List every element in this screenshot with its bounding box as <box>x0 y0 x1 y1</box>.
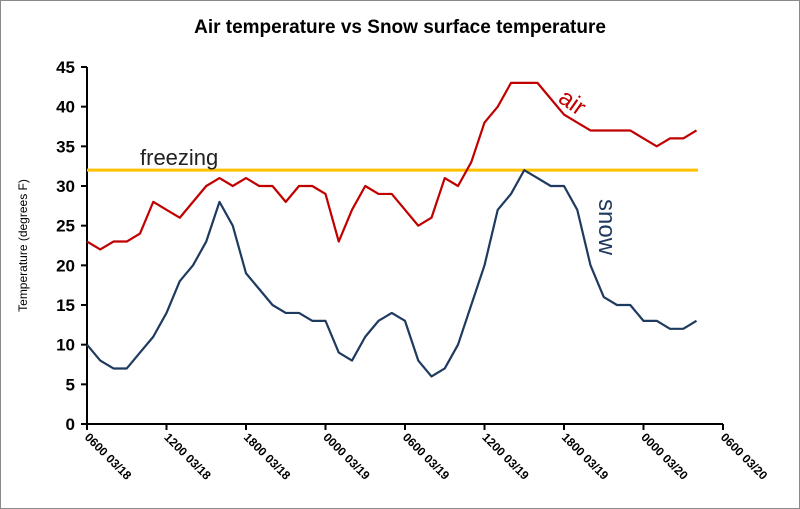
x-tick-label: 0600 03/18 <box>82 430 135 483</box>
x-tick-label: 0600 03/19 <box>400 430 453 483</box>
y-tick-label: 25 <box>56 217 75 236</box>
y-tick-label: 35 <box>56 137 75 156</box>
air-series-label: air <box>554 84 591 121</box>
x-tick-label: 1800 03/18 <box>241 430 294 483</box>
y-axis-label: Temperature (degrees F) <box>16 179 30 312</box>
y-tick-label: 45 <box>56 58 75 77</box>
y-tick-label: 0 <box>66 415 75 434</box>
x-tick-label: 1200 03/18 <box>161 430 214 483</box>
y-tick-label: 40 <box>56 98 75 117</box>
y-tick-label: 30 <box>56 177 75 196</box>
x-tick-label: 0000 03/19 <box>320 430 373 483</box>
y-tick-label: 15 <box>56 296 75 315</box>
x-tick-label: 1200 03/19 <box>479 430 532 483</box>
y-tick-label: 10 <box>56 336 75 355</box>
freezing-label: freezing <box>140 145 218 170</box>
y-tick-label: 5 <box>66 375 75 394</box>
chart-title: Air temperature vs Snow surface temperat… <box>194 17 606 38</box>
x-tick-label: 1800 03/19 <box>559 430 612 483</box>
y-tick-label: 20 <box>56 256 75 275</box>
x-tick-label: 0000 03/20 <box>638 430 691 483</box>
snow-series-label: snow <box>593 199 620 256</box>
x-tick-label: 0600 03/20 <box>718 430 771 483</box>
